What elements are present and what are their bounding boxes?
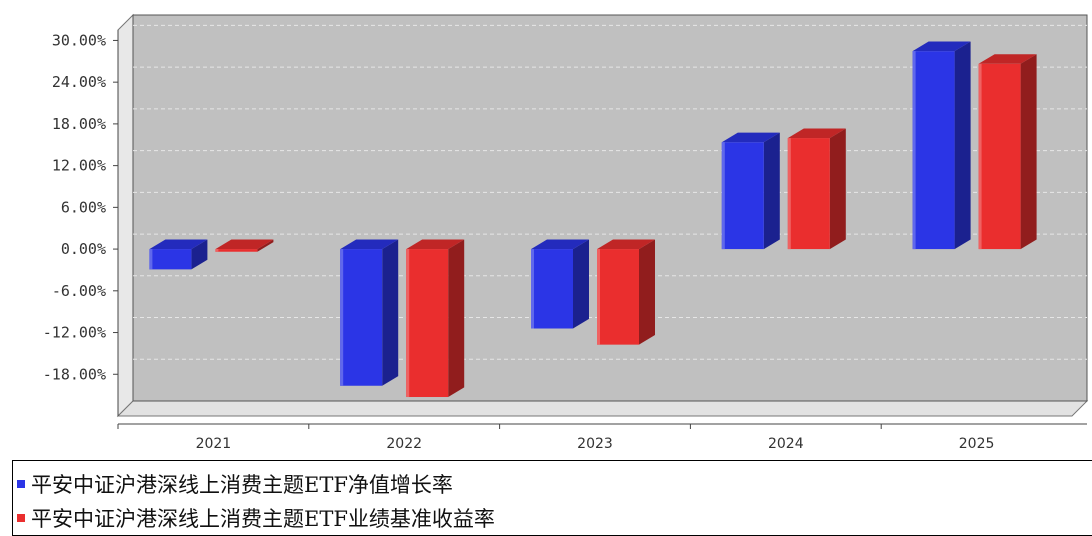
bar-highlight xyxy=(149,249,153,270)
x-tick-label: 2023 xyxy=(577,436,613,452)
bar-side xyxy=(763,132,780,250)
bar-benchmark-2025 xyxy=(978,54,1037,250)
y-tick-label: 18.00% xyxy=(52,115,106,133)
bar-side xyxy=(191,239,208,270)
bar-highlight xyxy=(978,63,982,250)
bar-highlight xyxy=(721,142,725,250)
bar-nav-2022 xyxy=(340,239,399,386)
y-tick-label: -6.00% xyxy=(52,282,106,300)
bar-side xyxy=(954,41,971,250)
bar-top xyxy=(215,239,274,250)
bar-front xyxy=(215,249,258,252)
bar-top xyxy=(787,128,846,139)
bar-benchmark-2024 xyxy=(787,128,846,250)
bar-benchmark-2022 xyxy=(406,239,465,398)
bar-front xyxy=(149,249,192,270)
bar-benchmark-2021 xyxy=(215,239,274,252)
bar-nav-2024 xyxy=(721,132,780,250)
bar-side xyxy=(1020,54,1037,250)
bar-side xyxy=(382,239,399,386)
plot-side-wall xyxy=(117,13,134,418)
bar-top xyxy=(406,239,465,250)
x-tick-label: 2022 xyxy=(386,436,422,452)
y-tick-label: -12.00% xyxy=(43,324,106,342)
bar-chart: 30.00% 24.00% 18.00% 12.00% 6.00% 0.00% -6.00%… xyxy=(43,13,1089,452)
bar-highlight xyxy=(597,249,600,345)
bar-nav-2021 xyxy=(149,239,208,270)
bar-top xyxy=(912,41,971,52)
bar-highlight xyxy=(787,138,791,250)
bar-front xyxy=(787,138,830,250)
bar-front xyxy=(406,249,449,398)
y-tick-label: 12.00% xyxy=(52,157,106,175)
plot-floor xyxy=(116,400,1089,417)
bar-nav-2025 xyxy=(912,41,971,250)
bar-front xyxy=(597,249,639,345)
bar-top xyxy=(340,239,399,250)
y-tick-label: 30.00% xyxy=(52,31,106,49)
y-tick-label: 0.00% xyxy=(61,240,106,258)
bar-front xyxy=(340,249,383,386)
bar-front xyxy=(978,63,1021,250)
bar-highlight xyxy=(406,249,410,398)
bar-top xyxy=(597,239,655,250)
y-tick-label: 24.00% xyxy=(52,73,106,91)
bar-side xyxy=(448,239,465,398)
legend-swatch-red xyxy=(17,514,25,522)
bar-side xyxy=(573,239,589,329)
bar-nav-2023 xyxy=(531,239,589,329)
bar-highlight xyxy=(912,51,916,250)
y-tick-label: -18.00% xyxy=(43,365,106,383)
legend-item-nav: 平安中证沪港深线上消费主题ETF净值增长率 xyxy=(17,469,453,499)
legend-label-benchmark: 平安中证沪港深线上消费主题ETF业绩基准收益率 xyxy=(31,507,495,531)
bar-side xyxy=(257,239,274,252)
bar-highlight xyxy=(340,249,344,386)
bar-front xyxy=(531,249,573,329)
bar-front xyxy=(721,142,764,250)
bar-top xyxy=(531,239,589,250)
legend-item-benchmark: 平安中证沪港深线上消费主题ETF业绩基准收益率 xyxy=(17,503,495,533)
legend-swatch-blue xyxy=(17,480,25,488)
legend: 平安中证沪港深线上消费主题ETF净值增长率 平安中证沪港深线上消费主题ETF业绩… xyxy=(12,460,1092,536)
bar-side xyxy=(639,239,655,345)
bar-top xyxy=(978,54,1037,64)
bar-top xyxy=(149,239,208,250)
bar-top xyxy=(721,132,780,143)
bar-highlight xyxy=(215,249,219,252)
bar-side xyxy=(829,128,846,250)
bar-front xyxy=(912,51,955,250)
bar-benchmark-2023 xyxy=(597,239,655,345)
x-tick-label: 2021 xyxy=(196,436,232,452)
legend-label-nav: 平安中证沪港深线上消费主题ETF净值增长率 xyxy=(31,473,453,497)
x-tick-label: 2025 xyxy=(959,436,995,452)
x-tick-label: 2024 xyxy=(768,436,804,452)
y-tick-label: 6.00% xyxy=(61,198,106,216)
bar-highlight xyxy=(531,249,534,329)
